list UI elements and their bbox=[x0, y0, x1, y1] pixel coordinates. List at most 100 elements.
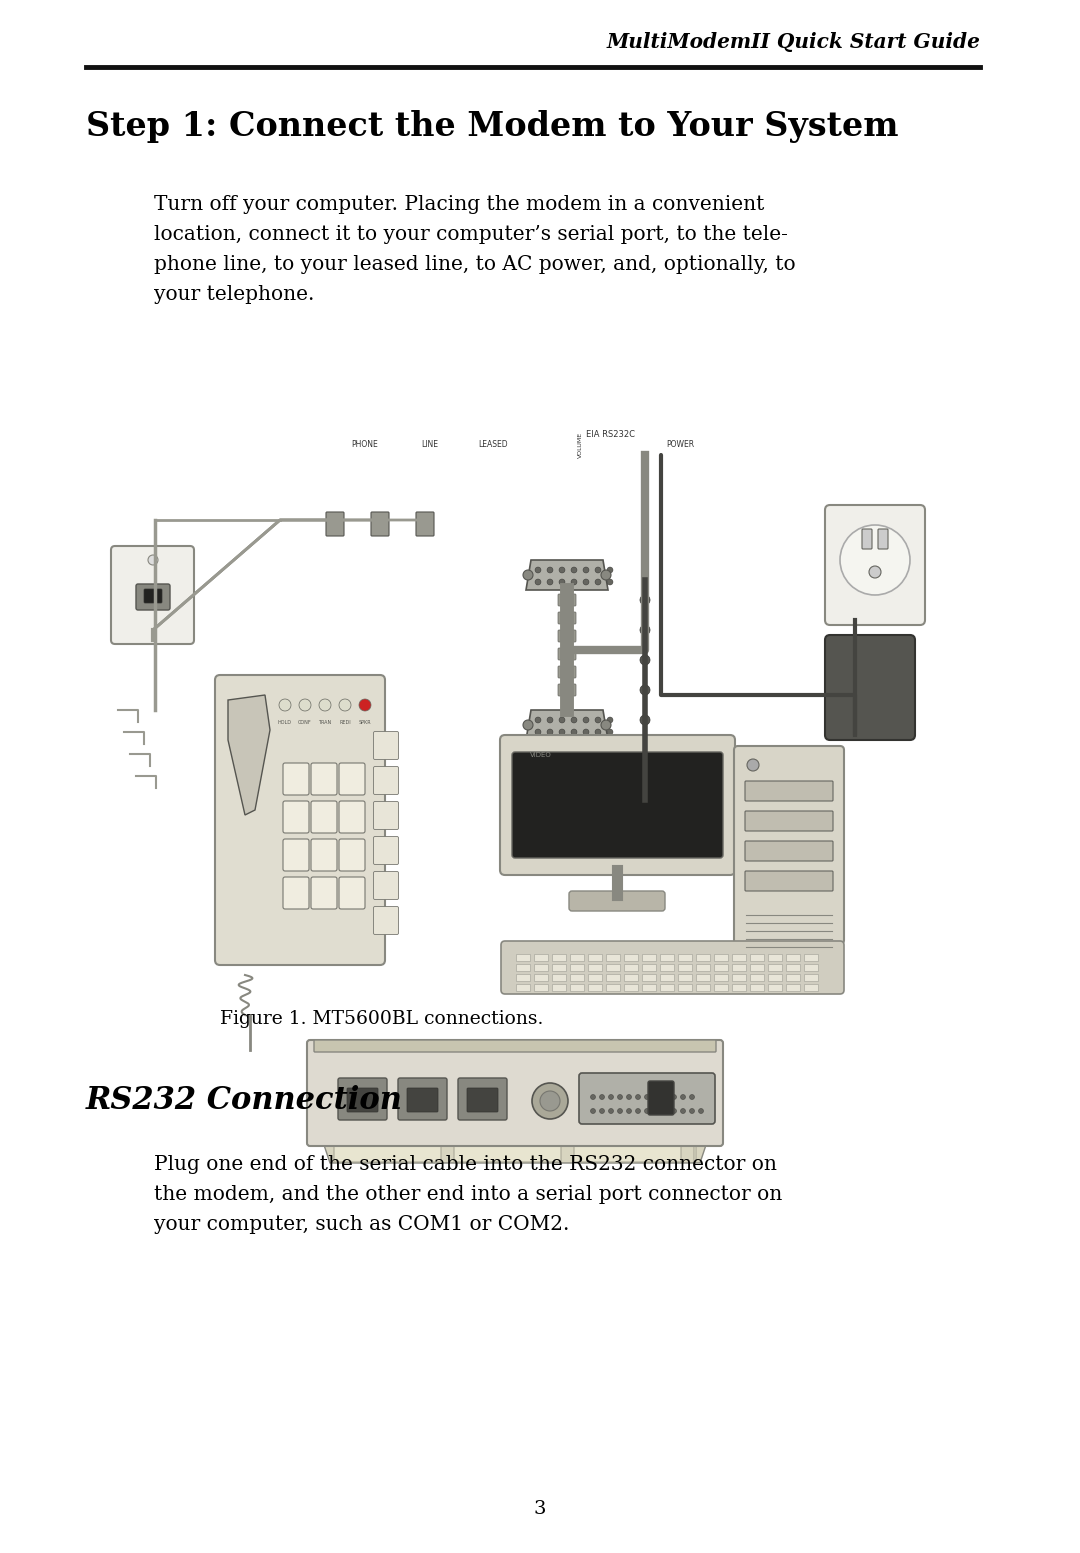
FancyBboxPatch shape bbox=[624, 985, 638, 991]
Text: EIA RS232C: EIA RS232C bbox=[585, 430, 635, 439]
FancyBboxPatch shape bbox=[769, 964, 783, 972]
FancyBboxPatch shape bbox=[553, 964, 567, 972]
FancyBboxPatch shape bbox=[805, 964, 819, 972]
FancyBboxPatch shape bbox=[374, 837, 399, 865]
FancyBboxPatch shape bbox=[374, 731, 399, 759]
FancyBboxPatch shape bbox=[607, 974, 621, 981]
FancyBboxPatch shape bbox=[338, 1078, 387, 1120]
FancyBboxPatch shape bbox=[697, 974, 711, 981]
Circle shape bbox=[640, 714, 650, 725]
Polygon shape bbox=[228, 696, 270, 815]
Circle shape bbox=[319, 699, 330, 711]
FancyBboxPatch shape bbox=[535, 964, 549, 972]
Text: HOLD: HOLD bbox=[278, 721, 292, 725]
Text: Turn off your computer. Placing the modem in a convenient: Turn off your computer. Placing the mode… bbox=[154, 196, 765, 214]
FancyBboxPatch shape bbox=[501, 941, 843, 994]
FancyBboxPatch shape bbox=[570, 964, 584, 972]
FancyBboxPatch shape bbox=[694, 1135, 696, 1162]
FancyBboxPatch shape bbox=[862, 530, 872, 550]
FancyBboxPatch shape bbox=[769, 985, 783, 991]
FancyBboxPatch shape bbox=[558, 612, 576, 624]
FancyBboxPatch shape bbox=[648, 1081, 674, 1115]
FancyBboxPatch shape bbox=[697, 964, 711, 972]
Circle shape bbox=[583, 579, 589, 585]
FancyBboxPatch shape bbox=[314, 1041, 716, 1051]
FancyBboxPatch shape bbox=[715, 974, 729, 981]
Text: LEASED: LEASED bbox=[478, 439, 508, 449]
FancyBboxPatch shape bbox=[311, 763, 337, 795]
Circle shape bbox=[645, 1109, 649, 1114]
FancyBboxPatch shape bbox=[307, 1041, 723, 1146]
FancyBboxPatch shape bbox=[374, 767, 399, 795]
Circle shape bbox=[571, 717, 577, 724]
FancyBboxPatch shape bbox=[825, 635, 915, 739]
Text: RS232 Connection: RS232 Connection bbox=[86, 1086, 403, 1117]
Circle shape bbox=[640, 655, 650, 665]
Circle shape bbox=[689, 1095, 694, 1100]
FancyBboxPatch shape bbox=[643, 985, 657, 991]
FancyBboxPatch shape bbox=[751, 985, 765, 991]
FancyBboxPatch shape bbox=[715, 964, 729, 972]
FancyBboxPatch shape bbox=[643, 964, 657, 972]
FancyBboxPatch shape bbox=[786, 985, 800, 991]
FancyBboxPatch shape bbox=[215, 676, 384, 964]
FancyBboxPatch shape bbox=[769, 974, 783, 981]
FancyBboxPatch shape bbox=[334, 1135, 441, 1162]
FancyBboxPatch shape bbox=[311, 839, 337, 871]
Circle shape bbox=[608, 1109, 613, 1114]
FancyBboxPatch shape bbox=[769, 955, 783, 961]
Circle shape bbox=[546, 567, 553, 573]
FancyBboxPatch shape bbox=[745, 842, 833, 860]
FancyBboxPatch shape bbox=[407, 1089, 438, 1112]
Circle shape bbox=[595, 717, 600, 724]
Circle shape bbox=[546, 717, 553, 724]
FancyBboxPatch shape bbox=[144, 589, 162, 603]
FancyBboxPatch shape bbox=[589, 964, 603, 972]
FancyBboxPatch shape bbox=[745, 811, 833, 831]
FancyBboxPatch shape bbox=[732, 964, 746, 972]
Circle shape bbox=[635, 1095, 640, 1100]
Circle shape bbox=[535, 567, 541, 573]
FancyBboxPatch shape bbox=[570, 985, 584, 991]
Circle shape bbox=[523, 721, 534, 730]
FancyBboxPatch shape bbox=[516, 974, 530, 981]
Text: Step 1: Connect the Modem to Your System: Step 1: Connect the Modem to Your System bbox=[86, 110, 899, 143]
FancyBboxPatch shape bbox=[715, 985, 729, 991]
Circle shape bbox=[699, 1109, 703, 1114]
Circle shape bbox=[571, 728, 577, 735]
FancyBboxPatch shape bbox=[734, 745, 843, 944]
FancyBboxPatch shape bbox=[416, 512, 434, 536]
Circle shape bbox=[672, 1109, 676, 1114]
Circle shape bbox=[559, 567, 565, 573]
FancyBboxPatch shape bbox=[715, 955, 729, 961]
FancyBboxPatch shape bbox=[607, 985, 621, 991]
FancyBboxPatch shape bbox=[558, 648, 576, 660]
Circle shape bbox=[532, 1082, 568, 1120]
Circle shape bbox=[299, 699, 311, 711]
Circle shape bbox=[653, 1109, 659, 1114]
Text: LINE: LINE bbox=[421, 439, 438, 449]
FancyBboxPatch shape bbox=[805, 955, 819, 961]
Circle shape bbox=[653, 1095, 659, 1100]
Text: SPKR: SPKR bbox=[359, 721, 372, 725]
FancyBboxPatch shape bbox=[643, 955, 657, 961]
FancyBboxPatch shape bbox=[454, 1135, 561, 1162]
FancyBboxPatch shape bbox=[399, 1078, 447, 1120]
FancyBboxPatch shape bbox=[624, 955, 638, 961]
Text: 3: 3 bbox=[534, 1500, 546, 1517]
FancyBboxPatch shape bbox=[805, 974, 819, 981]
FancyBboxPatch shape bbox=[697, 985, 711, 991]
FancyBboxPatch shape bbox=[339, 801, 365, 832]
FancyBboxPatch shape bbox=[732, 955, 746, 961]
Text: phone line, to your leased line, to AC power, and, optionally, to: phone line, to your leased line, to AC p… bbox=[154, 255, 796, 273]
Circle shape bbox=[626, 1095, 632, 1100]
FancyBboxPatch shape bbox=[751, 974, 765, 981]
FancyBboxPatch shape bbox=[283, 801, 309, 832]
FancyBboxPatch shape bbox=[751, 955, 765, 961]
FancyBboxPatch shape bbox=[516, 955, 530, 961]
FancyBboxPatch shape bbox=[553, 985, 567, 991]
FancyBboxPatch shape bbox=[607, 964, 621, 972]
FancyBboxPatch shape bbox=[570, 955, 584, 961]
FancyBboxPatch shape bbox=[607, 955, 621, 961]
FancyBboxPatch shape bbox=[339, 839, 365, 871]
